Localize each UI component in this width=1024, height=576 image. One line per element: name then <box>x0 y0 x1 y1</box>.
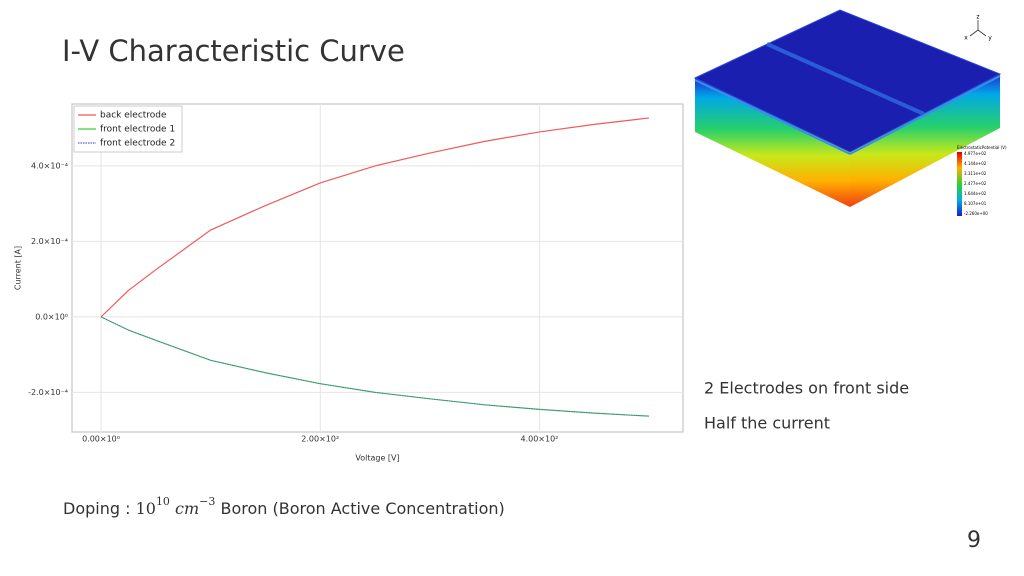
legend-label: back electrode <box>100 111 167 121</box>
doping-base: 10 <box>136 499 156 518</box>
colorbar-label: -2.260e+00 <box>964 211 988 216</box>
legend-label: front electrode 1 <box>100 125 175 135</box>
colorbar-label: 4.977e+02 <box>964 151 987 156</box>
slide-title: I-V Characteristic Curve <box>62 34 405 68</box>
doping-unit-exp: −3 <box>199 495 215 508</box>
colorbar <box>957 152 962 216</box>
y-axis-label: Current [A] <box>14 246 23 290</box>
x-tick-label: 4.00×10² <box>520 435 558 444</box>
left-face <box>695 78 850 207</box>
y-tick-label: 4.0×10⁻⁴ <box>31 161 68 170</box>
page-number: 9 <box>967 528 981 553</box>
y-tick-label: 2.0×10⁻⁴ <box>31 237 68 246</box>
device-3d: ElectrostaticPotential (V) 4.977e+02 4.14… <box>693 9 1007 216</box>
colorbar-label: 4.144e+02 <box>964 161 987 166</box>
x-tick-label: 2.00×10² <box>301 435 339 444</box>
edge <box>849 75 1001 155</box>
axis-label: y <box>988 35 992 42</box>
colorbar-label: 3.311e+02 <box>964 171 987 176</box>
note: Half the current <box>704 414 830 433</box>
note: 2 Electrodes on front side <box>704 379 909 398</box>
doping-text: Doping : 1010 cm−3 Boron (Boron Active C… <box>63 492 505 518</box>
doping-label: Doping : <box>63 499 130 518</box>
series-line <box>100 316 650 417</box>
edge <box>694 79 851 155</box>
electrode-gap <box>766 42 925 116</box>
series-line <box>100 117 650 318</box>
colorbar-title: ElectrostaticPotential (V) <box>957 145 1007 150</box>
y-tick-label: -2.0×10⁻⁴ <box>28 388 68 397</box>
y-tick-label: 0.0×10⁰ <box>35 312 68 321</box>
colorbar-label: 1.644e+02 <box>964 191 987 196</box>
doping-rest: Boron (Boron Active Concentration) <box>220 499 504 518</box>
x-axis-label: Voltage [V] <box>355 454 399 463</box>
chart: 4.0×10⁻⁴ 2.0×10⁻⁴ 0.0×10⁰ -2.0×10⁻⁴ 0.00×10⁰… <box>14 104 683 463</box>
colorbar-label: 2.477e+02 <box>964 181 987 186</box>
doping-exp: 10 <box>156 495 170 508</box>
axis-label: z <box>976 14 979 21</box>
plot-area <box>71 103 684 433</box>
x-tick-label: 0.00×10⁰ <box>82 435 120 444</box>
colorbar-label: 8.107e+01 <box>964 201 987 206</box>
right-face <box>850 74 1000 207</box>
axis-gizmo <box>969 29 979 37</box>
axis-label: x <box>964 35 968 42</box>
legend-label: front electrode 2 <box>100 139 175 149</box>
doping-unit: cm <box>175 499 199 518</box>
axis-gizmo <box>977 29 987 37</box>
